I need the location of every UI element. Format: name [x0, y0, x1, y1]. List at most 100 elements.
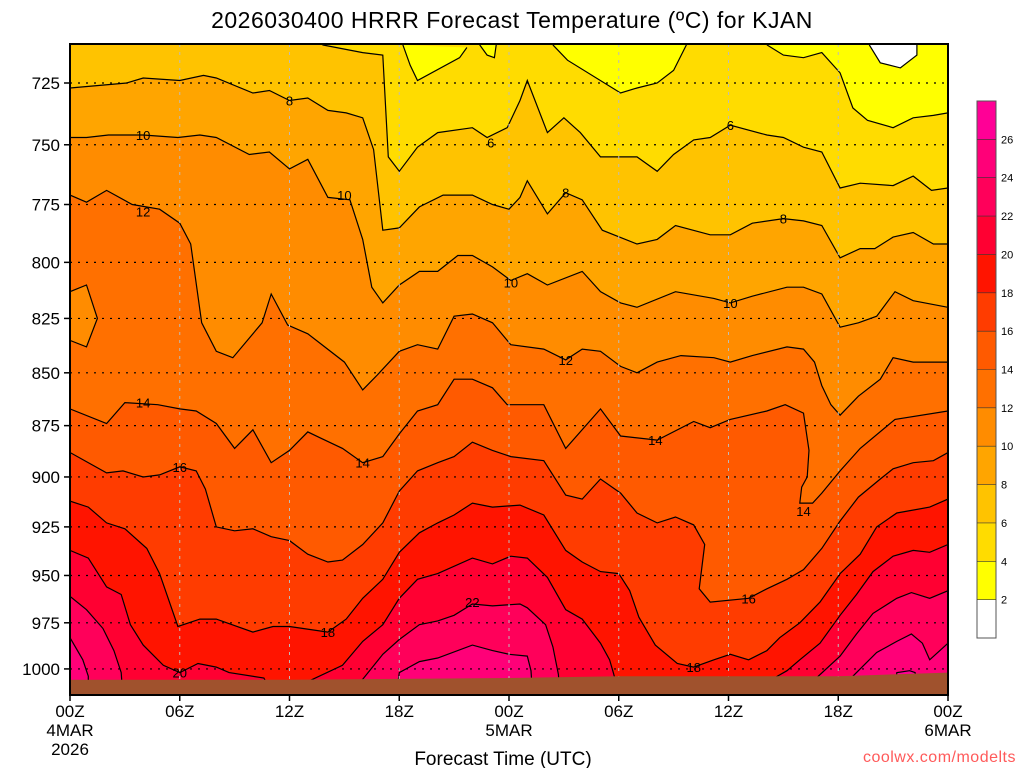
contour-label: 10	[504, 276, 518, 291]
y-tick-label: 925	[32, 518, 60, 537]
colorbar-band	[977, 331, 996, 370]
contour-line-22	[70, 595, 124, 695]
colorbar-label: 8	[1001, 480, 1007, 492]
colorbar-label: 2	[1001, 595, 1007, 607]
contour-label: 16	[741, 591, 755, 606]
contour-label: 8	[286, 94, 293, 109]
contour-label: 10	[337, 188, 351, 203]
cold-pocket-fill-4	[402, 44, 467, 81]
y-tick-label: 775	[32, 196, 60, 215]
contour-line-2	[868, 44, 918, 69]
colorbar-band	[977, 446, 996, 485]
x-tick-label: 18Z	[824, 702, 853, 721]
contour-label: 12	[136, 205, 150, 220]
colorbar-label: 16	[1001, 326, 1013, 338]
x-tick-label: 12Z	[714, 702, 743, 721]
contour-label: 8	[562, 186, 569, 201]
x-tick-year: 2026	[51, 740, 89, 759]
colorbar-label: 12	[1001, 403, 1013, 415]
colorbar-label: 22	[1001, 211, 1013, 223]
contour-line-18	[70, 498, 948, 668]
y-tick-label: 800	[32, 253, 60, 272]
contour-label: 18	[687, 660, 701, 675]
colorbar-band	[977, 101, 996, 140]
contour-line-4	[479, 44, 497, 59]
x-tick-date: 5MAR	[485, 721, 532, 740]
colorbar-label: 20	[1001, 249, 1013, 261]
cold-pocket-fill-4	[479, 44, 497, 58]
y-tick-label: 825	[32, 309, 60, 328]
colorbar-band	[977, 216, 996, 255]
contour-line-12	[70, 284, 99, 348]
x-tick-label: 00Z	[55, 702, 84, 721]
colorbar-label: 24	[1001, 173, 1013, 185]
y-tick-label: 950	[32, 566, 60, 585]
contour-line-4	[402, 44, 468, 82]
cold-pocket-fill-4	[552, 44, 687, 93]
colorbar-label: 10	[1001, 441, 1013, 453]
contour-label: 10	[136, 128, 150, 143]
colorbar-band	[977, 484, 996, 523]
colorbar-band	[977, 139, 996, 178]
contour-label: 10	[723, 296, 737, 311]
contour-line-22	[814, 590, 948, 695]
y-tick-label: 850	[32, 364, 60, 383]
cold-pocket-fill-12	[70, 285, 98, 347]
colorbar-band	[977, 407, 996, 447]
x-axis-label: Forecast Time (UTC)	[414, 749, 591, 768]
y-tick-label: 975	[32, 614, 60, 633]
y-tick-label: 900	[32, 468, 60, 487]
contour-label: 20	[173, 666, 187, 681]
contour-line-14	[70, 378, 948, 504]
colorbar-label: 18	[1001, 288, 1013, 300]
y-axis: 725 750 775 800 825 850 875 900 925 950 975 1000	[22, 74, 70, 679]
contour-label: 18	[321, 625, 335, 640]
watermark: coolwx.com/modelts	[863, 749, 1016, 766]
contour-line-22	[356, 603, 561, 695]
contour-label: 6	[727, 118, 734, 133]
colorbar-label: 14	[1001, 365, 1013, 377]
contour-label: 6	[487, 135, 494, 150]
colorbar-band	[977, 292, 996, 332]
contour-line-24	[849, 633, 948, 695]
cold-pocket-fill-2	[869, 44, 917, 68]
x-tick-label: 06Z	[165, 702, 194, 721]
chart-title: 2026030400 HRRR Forecast Temperature (ºC…	[211, 7, 813, 33]
colorbar-band	[977, 522, 996, 562]
contour-line-4	[552, 44, 687, 94]
x-tick-label: 06Z	[604, 702, 633, 721]
y-tick-label: 1000	[22, 660, 60, 679]
contour-label: 14	[136, 396, 150, 411]
x-tick-label: 12Z	[275, 702, 304, 721]
x-tick-label: 00Z	[933, 702, 962, 721]
contour-line-4	[766, 44, 948, 129]
contour-label: 14	[355, 456, 369, 471]
ground	[70, 672, 948, 695]
colorbar-band	[977, 177, 996, 217]
x-tick-date: 4MAR	[46, 721, 93, 740]
colorbar-label: 6	[1001, 518, 1007, 530]
y-tick-label: 750	[32, 136, 60, 155]
x-tick-label: 00Z	[494, 702, 523, 721]
y-tick-label: 725	[32, 74, 60, 93]
contour-line-20	[70, 543, 948, 695]
contour-label: 12	[558, 353, 572, 368]
colorbar-label: 26	[1001, 134, 1013, 146]
contour-labels: 8 10 12 10 6 8 6 8 10 10 12 14 16 14 14 14 16 18 22 20 18	[136, 94, 811, 681]
contour-line-10	[70, 134, 948, 328]
contour-line-8	[70, 74, 948, 259]
contour-line-16	[70, 441, 948, 603]
x-tick-date: 6MAR	[924, 721, 971, 740]
colorbar-label: 4	[1001, 556, 1007, 568]
contour-label: 16	[173, 460, 187, 475]
contour-pockets	[70, 44, 948, 347]
colorbar-band	[977, 561, 996, 600]
colorbar-band	[977, 369, 996, 408]
contour-label: 22	[465, 595, 479, 610]
plot-area: 8 10 12 10 6 8 6 8 10 10 12 14 16 14 14 14 16 18 22 20 18	[70, 44, 948, 695]
contour-label: 8	[780, 212, 787, 227]
contour-line-12	[70, 189, 948, 417]
